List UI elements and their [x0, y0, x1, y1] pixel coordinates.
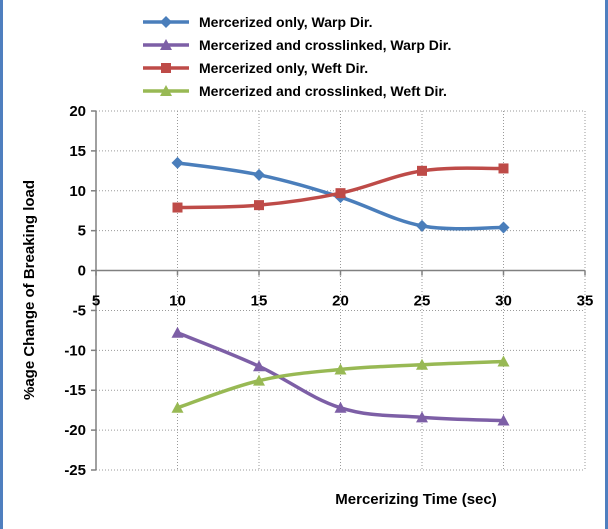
y-tick-label: 15 [69, 143, 86, 160]
y-tick-label: -5 [73, 302, 86, 319]
data-point [253, 168, 265, 181]
legend-entry: Mercerized and crosslinked, Weft Dir. [143, 83, 447, 99]
x-tick-label: 15 [251, 293, 268, 310]
y-tick-label: -20 [64, 422, 86, 439]
data-point [497, 221, 510, 234]
data-point [497, 414, 510, 426]
x-tick-label: 5 [92, 293, 100, 310]
y-tick-label: -15 [64, 382, 86, 399]
gridlines [95, 110, 586, 471]
x-axis-label: Mercerizing Time (sec) [335, 491, 496, 508]
data-point [172, 202, 183, 213]
x-tick-label: 25 [414, 293, 431, 310]
legend-label: Mercerized only, Weft Dir. [199, 60, 368, 76]
y-tick-label: 5 [78, 223, 86, 240]
x-tick-label: 20 [332, 293, 349, 310]
line-chart: Mercerized only, Warp Dir. Mercerized and… [21, 14, 593, 508]
y-tick-label: 10 [69, 183, 86, 200]
data-point [416, 219, 428, 232]
legend-label: Mercerized only, Warp Dir. [199, 14, 373, 30]
data-point [334, 363, 347, 375]
y-tick-label: 0 [78, 263, 86, 280]
data-point [171, 156, 184, 169]
legend-label: Mercerized and crosslinked, Warp Dir. [199, 37, 451, 53]
legend-marker [161, 63, 171, 73]
legend-entry: Mercerized only, Weft Dir. [143, 60, 368, 76]
data-point [171, 401, 184, 413]
x-tick-label: 30 [495, 293, 512, 310]
series-3 [172, 163, 509, 213]
legend-marker [160, 85, 172, 96]
legend-entry: Mercerized only, Warp Dir. [143, 14, 373, 30]
series-4 [171, 355, 510, 413]
legend-marker [160, 16, 172, 28]
data-point [334, 401, 347, 413]
data-point [253, 374, 265, 386]
data-point [416, 411, 428, 423]
data-point [416, 358, 428, 370]
x-tick-label: 35 [577, 293, 594, 310]
legend-label: Mercerized and crosslinked, Weft Dir. [199, 83, 447, 99]
legend-marker [160, 39, 172, 50]
legend: Mercerized only, Warp Dir. Mercerized and… [143, 14, 451, 99]
y-tick-label: 20 [69, 103, 86, 120]
series-2 [171, 326, 510, 426]
data-point [253, 360, 265, 372]
series-lines [171, 156, 510, 426]
data-point [254, 200, 264, 211]
y-axis-label: %age Change of Breaking load [21, 180, 38, 400]
data-point [498, 163, 509, 174]
data-point [335, 188, 346, 199]
data-point [171, 326, 184, 338]
data-point [417, 165, 427, 176]
y-tick-label: -25 [64, 462, 86, 479]
legend-entry: Mercerized and crosslinked, Warp Dir. [143, 37, 451, 53]
y-tick-label: -10 [64, 342, 86, 359]
data-point [497, 355, 510, 367]
x-tick-label: 10 [169, 293, 186, 310]
